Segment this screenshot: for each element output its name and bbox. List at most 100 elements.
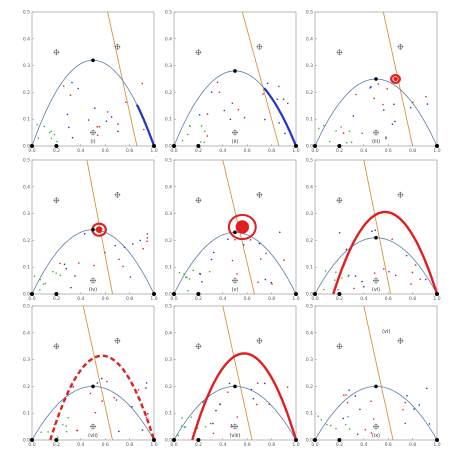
inline-label: (vi) xyxy=(382,329,390,335)
x-tick-label: 1.0 xyxy=(150,148,157,154)
scatter-point xyxy=(370,86,372,88)
x-tick-label: 0.0 xyxy=(311,442,318,448)
scatter-point xyxy=(250,388,253,391)
marker-cross xyxy=(90,423,96,430)
green-point xyxy=(329,424,332,427)
scatter-point xyxy=(66,113,69,116)
scatter-point xyxy=(118,258,120,261)
x-tick-label: 0.6 xyxy=(385,148,392,154)
panel-label: (ix) xyxy=(372,433,380,439)
x-tick-label: 0.8 xyxy=(268,442,275,448)
panel-vii: 0.0 0.1 0.2 0.3 0.4 0.5 0.0 0.2 0.4 0.6 0.8 1.0 (vii… xyxy=(23,304,158,449)
scatter-point xyxy=(338,231,341,234)
x-tick-label: 0.2 xyxy=(336,148,343,154)
highlight-curve xyxy=(332,210,439,295)
scatter-point xyxy=(101,400,104,402)
scatter-point xyxy=(123,246,126,248)
marker-cross xyxy=(397,191,404,198)
scatter-point xyxy=(411,271,414,274)
scatter-point xyxy=(215,409,217,412)
scatter-point xyxy=(105,120,108,122)
green-point xyxy=(50,130,52,133)
scatter-point xyxy=(145,382,148,384)
scatter-point xyxy=(371,230,373,233)
x-tick-label: 0.4 xyxy=(219,296,226,302)
green-point xyxy=(33,275,36,278)
green-point xyxy=(188,278,191,280)
anchor-point xyxy=(294,292,298,296)
scatter-point xyxy=(256,382,259,384)
y-tick-label: 0.4 xyxy=(306,36,313,42)
y-tick-label: 0.2 xyxy=(306,384,313,390)
boundary-line xyxy=(382,11,413,147)
highlight-point xyxy=(398,77,401,80)
scatter-point xyxy=(259,258,262,260)
scatter-point xyxy=(414,264,417,266)
scatter-point xyxy=(96,134,99,137)
scatter-point xyxy=(236,416,239,418)
scatter-point xyxy=(374,229,377,232)
anchor-point xyxy=(435,292,439,296)
anchor-point xyxy=(54,292,59,296)
scatter-point xyxy=(370,400,372,402)
scatter-point xyxy=(385,138,387,140)
x-tick-label: 0.2 xyxy=(53,296,60,302)
highlight-curve xyxy=(49,354,156,441)
scatter-point xyxy=(361,132,364,135)
green-point xyxy=(56,140,58,143)
marker-cross xyxy=(53,197,60,204)
scatter-point xyxy=(404,422,407,425)
y-tick-label: 0.4 xyxy=(23,184,30,190)
y-tick-label: 0.1 xyxy=(306,117,313,123)
y-tick-label: 0.3 xyxy=(23,211,30,217)
green-point xyxy=(42,283,45,285)
anchor-point xyxy=(172,438,176,442)
scatter-point xyxy=(201,281,203,283)
y-tick-label: 0.2 xyxy=(23,384,30,390)
scatter-point xyxy=(426,103,429,105)
scatter-point xyxy=(370,432,373,434)
scatter-point xyxy=(93,107,96,109)
scatter-point xyxy=(231,259,234,262)
panel-i: 0.0 0.1 0.2 0.3 0.4 0.5 0.0 0.2 0.4 0.6 0.8 1.0 (i) xyxy=(23,10,158,155)
scatter-point xyxy=(428,423,431,425)
scatter-point xyxy=(98,125,101,128)
green-point xyxy=(208,270,211,273)
x-tick-label: 0.6 xyxy=(244,296,251,302)
y-tick-label: 0.0 xyxy=(165,438,172,444)
panel-label: (viii) xyxy=(229,433,240,439)
scatter-point xyxy=(373,97,376,100)
scatter-point xyxy=(342,417,345,420)
scatter-point xyxy=(382,268,385,270)
scatter-point xyxy=(106,380,108,383)
scatter-point xyxy=(110,116,113,118)
scatter-point xyxy=(264,278,267,281)
marker-cross xyxy=(114,337,121,344)
anchor-point xyxy=(54,144,59,148)
scatter-point xyxy=(63,263,66,266)
green-point xyxy=(183,273,185,275)
x-tick-label: 0.0 xyxy=(170,148,177,154)
green-point xyxy=(192,269,194,272)
scatter-point xyxy=(286,102,289,105)
scatter-point xyxy=(255,403,258,406)
scatter-point xyxy=(146,237,149,239)
y-tick-label: 0.3 xyxy=(23,63,30,69)
scatter-point xyxy=(141,429,144,431)
y-tick-label: 0.0 xyxy=(306,144,313,150)
panel-label: (ii) xyxy=(232,139,239,145)
peak-point xyxy=(233,384,237,389)
x-tick-label: 0.8 xyxy=(126,296,133,302)
scatter-point xyxy=(278,85,280,88)
scatter-point xyxy=(386,88,388,90)
y-tick-label: 0.1 xyxy=(165,411,172,417)
scatter-point xyxy=(412,101,414,104)
scatter-point xyxy=(129,276,132,278)
scatter-point xyxy=(265,252,267,255)
green-point xyxy=(36,123,38,126)
scatter-point xyxy=(96,126,98,128)
scatter-point xyxy=(122,265,124,268)
y-tick-label: 0.0 xyxy=(23,144,30,150)
scatter-point xyxy=(410,283,412,285)
